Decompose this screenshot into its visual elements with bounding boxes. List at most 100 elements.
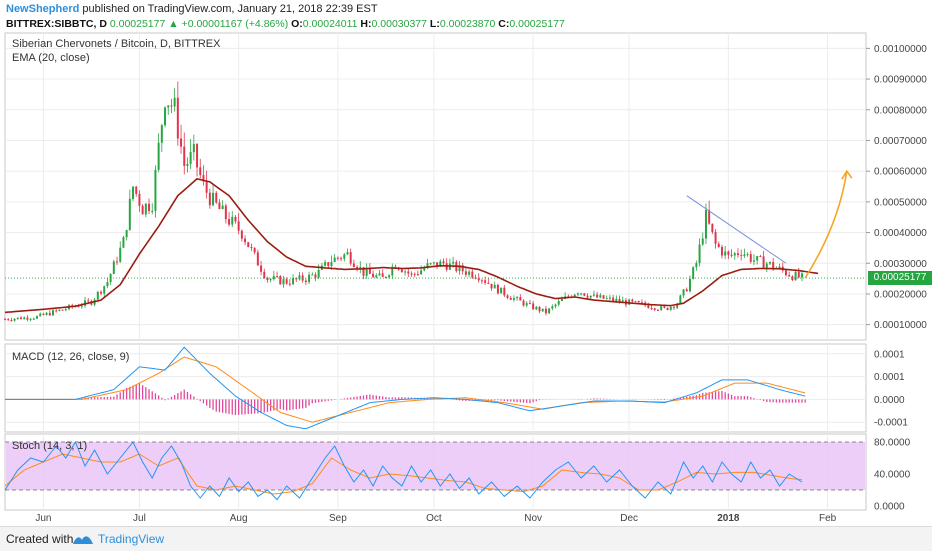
candle-body — [266, 277, 269, 281]
candle-body — [413, 273, 416, 275]
symbol-label[interactable]: BITTREX:SIBBTC, D — [6, 18, 107, 30]
candle-body — [685, 289, 688, 292]
candle-body — [132, 186, 135, 199]
candle-body — [432, 262, 435, 264]
candle-body — [199, 167, 202, 176]
stoch-d-line — [4, 453, 803, 495]
candle-body — [752, 260, 755, 262]
candle-body — [317, 269, 320, 278]
candle-body — [218, 202, 221, 210]
candle-body — [509, 297, 512, 300]
tradingview-brand-link[interactable]: TradingView — [98, 532, 165, 546]
candle-body — [749, 254, 752, 262]
candle-body — [144, 203, 147, 215]
candle-body — [61, 309, 64, 311]
y-tick-label: 0.00040000 — [874, 228, 927, 239]
candle-body — [746, 254, 749, 256]
stoch-k-line — [4, 440, 803, 501]
last-price: 0.00025177 — [109, 18, 166, 30]
macd-pane — [4, 343, 867, 433]
last-price-tag: 0.00025177 — [868, 271, 932, 286]
candle-body — [404, 271, 407, 273]
x-tick-label: Feb — [819, 513, 837, 524]
publish-info: NewShepherd published on TradingView.com… — [6, 3, 378, 15]
candle-body — [541, 308, 544, 312]
candle-body — [4, 319, 6, 321]
footer: Created with TradingView — [0, 526, 932, 551]
tradingview-logo-icon — [72, 532, 94, 551]
stoch-tick-label: 80.0000 — [874, 438, 911, 449]
candle-body — [221, 205, 224, 210]
candle-body — [756, 256, 759, 261]
candle-body — [164, 107, 167, 126]
candle-body — [196, 144, 199, 168]
candle-body — [458, 265, 461, 271]
candle-body — [240, 230, 243, 239]
macd-tick-label: 0.0000 — [874, 395, 905, 406]
candle-body — [720, 247, 723, 256]
candle-body — [708, 210, 711, 224]
candle-body — [797, 272, 800, 278]
candle-body — [141, 205, 144, 215]
candle-body — [400, 269, 403, 273]
candle-body — [669, 306, 672, 310]
candle-body — [698, 244, 701, 264]
open-value: 0.00024011 — [302, 18, 358, 30]
candle-body — [292, 278, 295, 285]
candle-body — [637, 301, 640, 303]
candle-body — [362, 267, 365, 276]
candle-body — [679, 295, 682, 305]
candle-body — [375, 275, 378, 278]
low-value: 0.00023870 — [439, 18, 496, 30]
candle-body — [228, 219, 231, 225]
ema-label: EMA (20, close) — [12, 52, 90, 64]
close-label: C: — [498, 18, 510, 30]
author-link[interactable]: NewShepherd — [6, 3, 80, 15]
main-pane-title: Siberian Chervonets / Bitcoin, D, BITTRE… — [12, 38, 221, 50]
candle-body — [263, 271, 266, 278]
candle-body — [180, 138, 183, 147]
candle-body — [148, 203, 151, 212]
candle-body — [772, 262, 775, 269]
x-tick-label: Jul — [133, 513, 146, 524]
candle-body — [618, 298, 621, 302]
candle-body — [340, 258, 343, 260]
candle-body — [576, 293, 579, 295]
candle-body — [324, 262, 327, 266]
candle-body — [106, 282, 109, 287]
candle-body — [461, 265, 464, 272]
candle-body — [551, 306, 554, 309]
candle-body — [580, 293, 583, 295]
candle-body — [23, 317, 26, 320]
candle-body — [234, 216, 237, 222]
candle-body — [535, 307, 538, 310]
candle-body — [794, 272, 797, 281]
candle-body — [394, 266, 397, 268]
main-pane — [4, 32, 867, 341]
candle-body — [429, 263, 432, 265]
candle-body — [586, 295, 589, 298]
candle-body — [260, 265, 263, 272]
candle-body — [343, 254, 346, 259]
candle-body — [682, 289, 685, 296]
open-label: O: — [291, 18, 303, 30]
candle-body — [36, 316, 38, 319]
candle-body — [548, 308, 551, 314]
candle-body — [464, 271, 467, 275]
candle-body — [58, 309, 61, 311]
candle-body — [64, 309, 67, 311]
candle-body — [407, 271, 410, 274]
y-tick-label: 0.00050000 — [874, 197, 927, 208]
change-value: ▲ +0.00001167 (+4.86%) — [168, 18, 289, 30]
candle-body — [452, 261, 455, 264]
stoch-tick-label: 40.0000 — [874, 470, 911, 481]
macd-tick-label: -0.0001 — [874, 418, 908, 429]
candle-body — [724, 251, 727, 256]
candle-body — [759, 256, 762, 258]
ema-line — [4, 177, 819, 314]
low-label: L: — [429, 18, 440, 30]
candle-body — [416, 274, 419, 276]
candle-body — [791, 276, 794, 281]
chart-canvas[interactable]: 0.00100000 0.00090000 0.00080000 0.00070000… — [0, 0, 932, 526]
candle-body — [170, 105, 173, 107]
